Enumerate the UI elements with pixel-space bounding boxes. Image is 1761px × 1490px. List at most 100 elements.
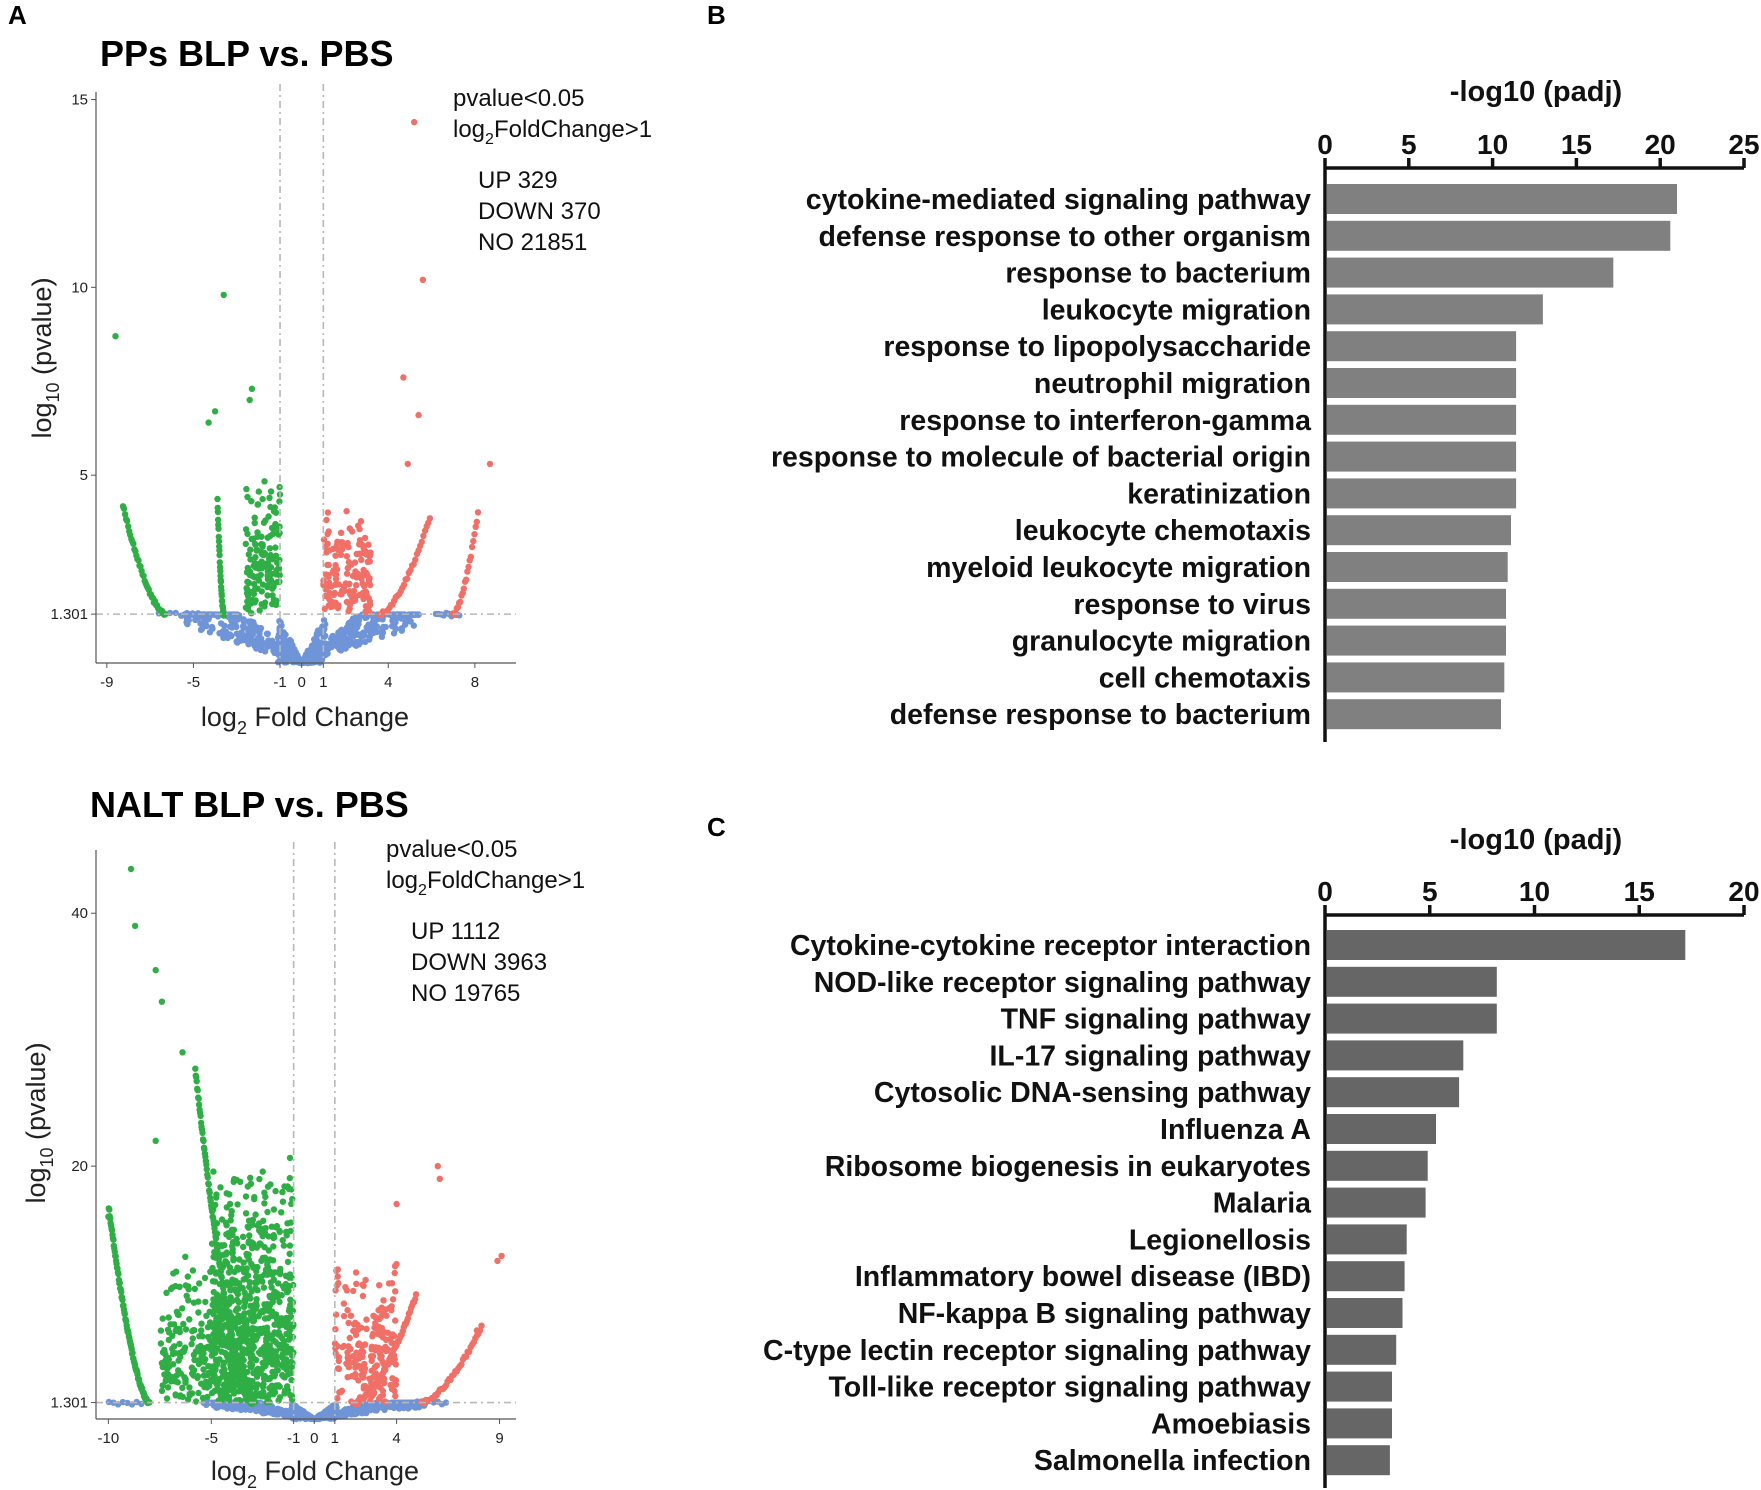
down-gene-point <box>136 562 143 569</box>
down-gene-point <box>226 1386 233 1394</box>
up-gene-point <box>321 605 328 612</box>
up-gene-point <box>381 1366 388 1374</box>
bar <box>1327 699 1501 730</box>
down-gene-point <box>196 1348 203 1355</box>
down-gene-point <box>230 1226 238 1234</box>
down-gene-point <box>242 540 249 548</box>
up-gene-point <box>360 545 367 552</box>
down-gene-point <box>260 1217 267 1225</box>
down-gene-point <box>272 1187 279 1195</box>
down-gene-point <box>247 1302 254 1310</box>
down-gene-point <box>152 966 159 974</box>
up-gene-point <box>346 605 353 612</box>
unchanged-gene-point <box>206 629 214 636</box>
unchanged-gene-point <box>208 623 216 631</box>
down-gene-point <box>171 1350 179 1357</box>
down-gene-point <box>256 1227 263 1234</box>
y-axis-title: log10 (pvalue) <box>27 277 63 438</box>
up-gene-point <box>356 591 363 598</box>
unchanged-gene-point <box>415 611 422 618</box>
up-gene-point <box>379 1392 387 1399</box>
bar <box>1327 1003 1497 1034</box>
down-gene-point <box>195 1094 202 1101</box>
bar <box>1327 662 1505 693</box>
up-gene-point <box>345 1319 352 1327</box>
unchanged-gene-point <box>197 626 205 633</box>
unchanged-gene-point <box>256 626 263 633</box>
bar <box>1327 441 1517 472</box>
up-gene-point <box>350 1321 358 1328</box>
up-gene-point <box>412 1291 420 1298</box>
down-gene-point <box>131 546 138 553</box>
down-gene-point <box>177 1370 184 1377</box>
up-gene-point <box>473 1327 481 1334</box>
up-gene-point <box>354 1326 362 1333</box>
down-gene-point <box>214 516 222 523</box>
unchanged-gene-point <box>223 633 231 640</box>
down-gene-point <box>252 1211 259 1218</box>
down-gene-point <box>235 1330 243 1337</box>
down-gene-point <box>152 1137 159 1145</box>
down-gene-point <box>248 610 255 617</box>
up-gene-point <box>380 1360 387 1367</box>
category-label: Inflammatory bowel disease (IBD) <box>855 1261 1311 1293</box>
down-gene-point <box>258 1393 265 1400</box>
bar <box>1327 1040 1464 1071</box>
unchanged-gene-point <box>348 618 355 625</box>
up-gene-point <box>353 574 360 581</box>
category-label: IL-17 signaling pathway <box>990 1040 1312 1072</box>
up-gene-point <box>333 566 341 573</box>
down-gene-point <box>198 1327 205 1334</box>
down-gene-point <box>287 1227 294 1235</box>
down-gene-point <box>158 1387 166 1395</box>
category-label: Ribosome biogenesis in eukaryotes <box>825 1151 1311 1183</box>
down-gene-point <box>268 1284 275 1291</box>
down-gene-point <box>234 1290 242 1298</box>
up-gene-point <box>334 1273 341 1280</box>
x-tick-label: 8 <box>471 674 479 691</box>
up-gene-point <box>355 1341 362 1349</box>
up-gene-point <box>472 523 479 530</box>
volcano-title: NALT BLP vs. PBS <box>90 784 409 825</box>
down-gene-point <box>218 1216 226 1223</box>
unchanged-gene-point <box>270 1410 277 1417</box>
down-gene-point <box>253 1279 261 1286</box>
down-gene-point <box>212 1278 219 1285</box>
up-gene-point <box>373 1362 381 1369</box>
down-gene-point <box>229 1239 237 1246</box>
up-gene-point <box>392 1392 399 1400</box>
down-gene-point <box>122 1316 129 1323</box>
category-label: response to molecule of bacterial origin <box>771 442 1311 474</box>
up-gene-point <box>357 550 364 557</box>
down-gene-point <box>234 1264 241 1271</box>
down-gene-point <box>247 1363 254 1370</box>
up-gene-point <box>368 1357 375 1365</box>
down-gene-point <box>163 1395 171 1402</box>
down-gene-point <box>223 1204 230 1211</box>
up-gene-point <box>411 1295 419 1303</box>
category-label: NF-kappa B signaling pathway <box>898 1298 1311 1330</box>
up-gene-point <box>360 1369 368 1377</box>
down-gene-point <box>244 1317 251 1324</box>
down-gene-point <box>157 1340 165 1347</box>
unchanged-gene-point <box>206 612 213 619</box>
down-gene-point <box>249 596 256 603</box>
volcano-plot-pps: PPs BLP vs. PBS -9 -5 -1 0 1 4 8 1.301 5 10 15 pva… <box>27 33 652 738</box>
y-tick-label: 40 <box>71 905 88 922</box>
y-axis-title-sub: 10 <box>43 382 63 402</box>
x-tick-label: 4 <box>392 1430 400 1447</box>
up-gene-point <box>418 538 425 546</box>
down-gene-point <box>225 1334 232 1341</box>
top-axis-tick-label: 15 <box>1624 876 1655 907</box>
up-gene-point <box>356 1394 364 1401</box>
category-label: defense response to other organism <box>818 221 1311 253</box>
category-label: Salmonella infection <box>1034 1445 1311 1477</box>
unchanged-gene-point <box>249 623 256 631</box>
down-gene-point <box>220 291 227 299</box>
down-gene-point <box>280 1242 288 1249</box>
down-gene-point <box>285 1307 293 1315</box>
up-gene-point <box>350 1359 358 1366</box>
down-gene-point <box>170 1361 177 1368</box>
down-gene-point <box>281 1183 288 1190</box>
up-gene-point <box>369 1373 377 1381</box>
